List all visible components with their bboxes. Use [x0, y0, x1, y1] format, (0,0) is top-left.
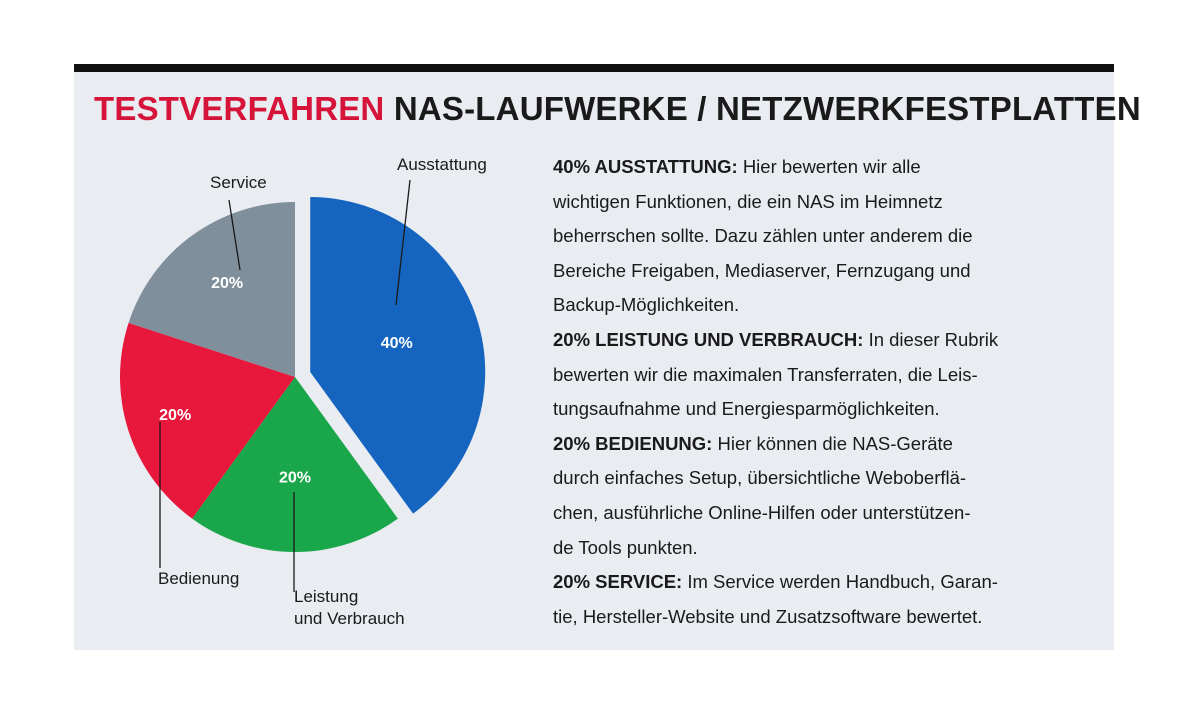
paragraph-heading: 20% LEISTUNG UND VERBRAUCH: [553, 328, 864, 350]
title-accent: TESTVERFAHREN [94, 90, 385, 127]
paragraph-line: Im Service werden Handbuch, Garan- [687, 571, 998, 593]
slice-value-label-bedienung: 20% [159, 407, 191, 424]
pie-slice-bedienung [120, 322, 296, 519]
leader-line-service [228, 199, 241, 271]
description-paragraph: 20% BEDIENUNG: Hier können die NAS-Gerät… [553, 427, 1093, 565]
category-label-line: Leistung [294, 587, 358, 606]
title-rest: NAS-LAUFWERKE / NETZWERKFESTPLATTEN [393, 90, 1141, 127]
paragraph-line: Bereiche Freigaben, Mediaserver, Fernzug… [553, 259, 971, 281]
paragraph-line: wichtigen Funktionen, die ein NAS im Hei… [553, 190, 943, 212]
category-label-leistung: Leistung und Verbrauch [294, 587, 405, 628]
category-label-ausstattung: Ausstattung [397, 155, 487, 174]
paragraph-heading: 20% SERVICE: [553, 571, 683, 593]
paragraph-line: beherrschen sollte. Dazu zählen unter an… [553, 225, 973, 247]
slice-value-label-service: 20% [211, 275, 243, 292]
page-title: TESTVERFAHREN NAS-LAUFWERKE / NETZWERKFE… [94, 92, 1141, 125]
paragraph-line: bewerten wir die maximalen Transferraten… [553, 363, 978, 385]
paragraph-line: Hier bewerten wir alle [742, 156, 921, 177]
paragraph-line: de Tools punkten. [553, 536, 698, 558]
description-text: 40% AUSSTATTUNG: Hier bewerten wir alle w… [553, 150, 1093, 634]
description-paragraph: 20% SERVICE: Im Service werden Handbuch,… [553, 565, 1093, 634]
paragraph-heading: 20% BEDIENUNG: [553, 432, 713, 454]
leader-line-ausstattung [395, 179, 411, 306]
pie-slice-ausstattung [310, 197, 486, 514]
paragraph-line: chen, ausführliche Online-Hilfen oder un… [553, 501, 971, 523]
slice-value-label-ausstattung: 40% [381, 335, 413, 352]
category-label-line: und Verbrauch [294, 609, 405, 628]
pie-slice-leistung [192, 377, 398, 552]
category-label-bedienung: Bedienung [158, 569, 239, 588]
description-paragraph: 40% AUSSTATTUNG: Hier bewerten wir alle w… [553, 150, 1093, 323]
paragraph-line: tungsaufnahme und Energiesparmöglichkeit… [553, 398, 940, 420]
top-rule [74, 64, 1114, 72]
pie-slice-service [128, 202, 295, 377]
paragraph-line: durch einfaches Setup, übersichtliche We… [553, 467, 967, 489]
category-label-service: Service [210, 173, 267, 192]
pie-chart: 40% Ausstattung 20% Leistung und Verbrauch 20… [120, 155, 487, 628]
paragraph-heading: 40% AUSSTATTUNG: [553, 156, 738, 177]
slice-value-label-leistung: 20% [279, 470, 311, 487]
paragraph-line: Backup-Möglichkeiten. [553, 294, 740, 316]
paragraph-line: Hier können die NAS-Geräte [717, 432, 953, 454]
description-paragraph: 20% LEISTUNG UND VERBRAUCH: In dieser Ru… [553, 323, 1093, 427]
paragraph-line: tie, Hersteller-Website und Zusatzsoftwa… [553, 605, 983, 627]
paragraph-line: In dieser Rubrik [868, 328, 999, 350]
